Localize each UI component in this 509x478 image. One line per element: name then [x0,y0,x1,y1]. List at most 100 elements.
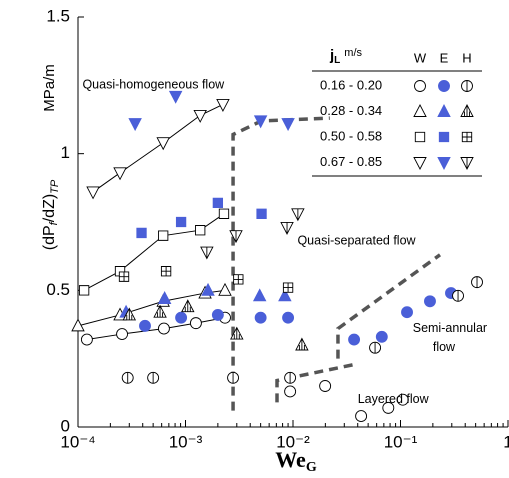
y-label-sub: f [48,221,60,225]
legend-column-label: E [440,50,449,65]
data-point [348,333,361,346]
legend-marker [413,104,427,117]
legend-title-part: m/s [344,47,362,59]
legend-marker [437,157,451,170]
annotation: Semi-annular [413,321,487,335]
data-point [80,333,93,346]
legend-label: 0.28 - 0.34 [320,103,382,118]
legend-marker [413,157,427,170]
data-point [281,118,295,132]
data-point [230,326,244,340]
legend-column-label: W [414,50,427,65]
legend-marker [414,131,426,143]
data-point [201,282,215,296]
legend-marker [438,131,450,143]
data-point [157,291,172,304]
data-point [471,276,483,288]
legend-marker [460,157,474,170]
data-point [160,266,172,277]
data-point [121,371,134,384]
regime-boundary [231,116,330,411]
data-point [282,282,294,293]
data-point [401,306,413,319]
data-point [218,282,232,296]
x-label-part: We [275,447,306,472]
data-point [319,380,332,392]
legend-marker [437,104,451,117]
x-tick-label: 10⁻⁴ [60,432,95,451]
data-point [200,246,214,260]
data-point [116,328,129,340]
data-point [295,337,309,351]
x-label-sub: G [306,460,317,475]
y-tick-label: 0.5 [46,280,70,299]
data-point [278,288,292,302]
legend-marker [460,104,474,117]
data-point [86,186,100,200]
data-point [139,320,151,332]
data-point [291,208,305,222]
regime-boundary [336,253,442,359]
data-point [122,307,137,321]
legend-title: jLm/s [329,47,363,66]
data-point [254,311,267,324]
y-tick-label: 1.5 [46,6,70,25]
y-label-part: /dZ) [41,194,58,222]
annotation: Quasi-separated flow [297,233,416,247]
data-point [280,222,294,235]
x-axis-label: WeG [275,447,317,475]
data-point [168,90,183,104]
x-tick-label: 1 [503,432,509,451]
data-point [229,230,243,244]
data-point [118,271,130,282]
data-point [158,230,169,241]
data-point [195,225,206,236]
annotation: flow [433,340,456,354]
fit-line [92,104,224,193]
regime-boundary [275,362,357,403]
data-point [128,118,142,132]
data-point [253,115,268,129]
data-point [227,371,240,384]
legend-column-label: H [462,50,471,65]
annotation: Layered flow [358,392,430,406]
data-point [212,197,224,209]
data-point [282,311,295,324]
data-point [193,109,207,123]
fit-line [86,317,226,341]
data-point [252,288,267,302]
legend-marker [461,131,473,143]
y-axis-unit: MPa/m [41,64,58,112]
y-tick-label: 0 [61,416,70,435]
data-point [211,309,224,321]
data-point [284,385,297,398]
data-point [375,330,388,343]
data-point [256,208,267,219]
y-axis-label: (dPf/dZ)TP [41,179,61,250]
y-label-part: (dP [41,225,58,250]
data-point [156,137,170,151]
data-point [218,208,230,219]
legend-marker [461,80,473,92]
data-point [355,410,368,422]
data-point [113,167,127,181]
legend-marker [414,80,426,92]
data-point [369,341,382,354]
y-label-sub: TP [49,179,61,194]
legend-title-sub: L [334,55,340,66]
data-point [396,393,409,406]
data-point [284,371,297,384]
data-point [175,311,188,324]
data-point [424,295,436,308]
data-point [78,285,90,296]
data-point [452,289,464,302]
x-tick-label: 10⁻¹ [384,432,418,451]
data-point [136,227,147,239]
annotation: Quasi-homogeneous flow [82,78,225,92]
legend-label: 0.50 - 0.58 [320,128,382,143]
data-point [233,274,244,285]
data-point [181,299,195,313]
data-point [382,402,395,414]
data-point [216,99,230,112]
